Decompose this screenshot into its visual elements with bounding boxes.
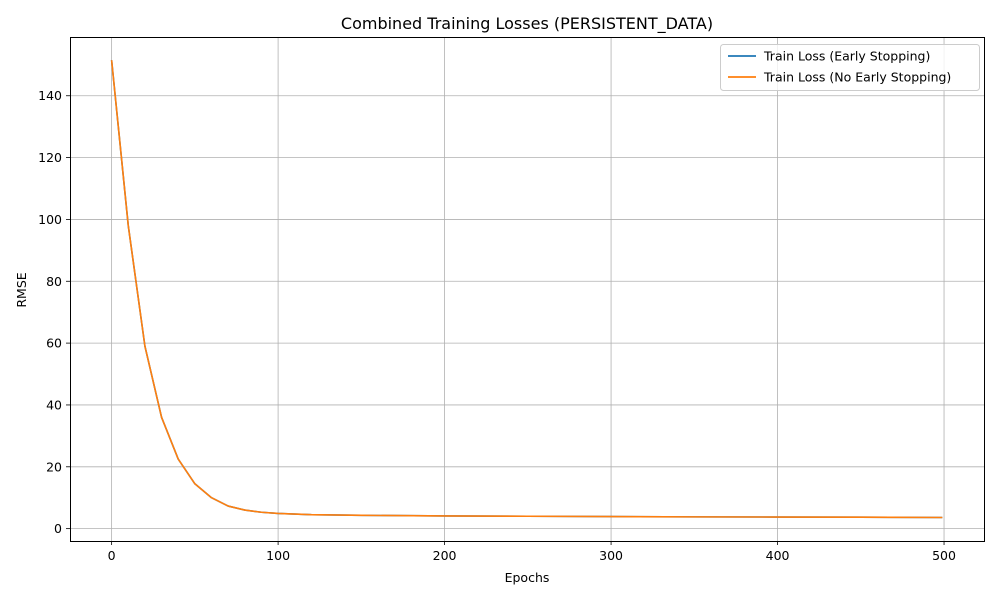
y-axis-label: RMSE xyxy=(14,272,29,307)
chart-title: Combined Training Losses (PERSISTENT_DAT… xyxy=(341,14,713,34)
x-tick-label: 100 xyxy=(266,548,290,563)
y-tick-label: 120 xyxy=(38,150,62,165)
plot-frame xyxy=(70,37,985,542)
legend-box xyxy=(720,44,980,91)
x-tick-label: 400 xyxy=(766,548,790,563)
y-tick-label: 0 xyxy=(54,521,62,536)
series-layer xyxy=(110,60,943,519)
y-tick-label: 20 xyxy=(46,459,62,474)
y-tick-label: 140 xyxy=(38,88,62,103)
series-line-1 xyxy=(110,60,943,519)
x-tick-label: 0 xyxy=(108,548,116,563)
series-line-0 xyxy=(110,60,943,519)
x-tick-label: 300 xyxy=(599,548,623,563)
grid-layer xyxy=(70,37,984,541)
x-axis-label: Epochs xyxy=(505,570,550,585)
legend-label-early-stopping: Train Loss (Early Stopping) xyxy=(763,49,930,64)
y-tick-label: 40 xyxy=(46,397,62,412)
legend: Train Loss (Early Stopping) Train Loss (… xyxy=(720,44,980,91)
y-tick-label: 60 xyxy=(46,336,62,351)
y-tick-label: 100 xyxy=(38,212,62,227)
y-tick-label: 80 xyxy=(46,274,62,289)
tick-layer: 0 100 200 300 400 500 0 20 40 60 80 100 120 140 xyxy=(38,88,956,563)
x-tick-label: 200 xyxy=(433,548,457,563)
legend-label-no-early-stopping: Train Loss (No Early Stopping) xyxy=(763,70,951,85)
x-tick-label: 500 xyxy=(932,548,956,563)
